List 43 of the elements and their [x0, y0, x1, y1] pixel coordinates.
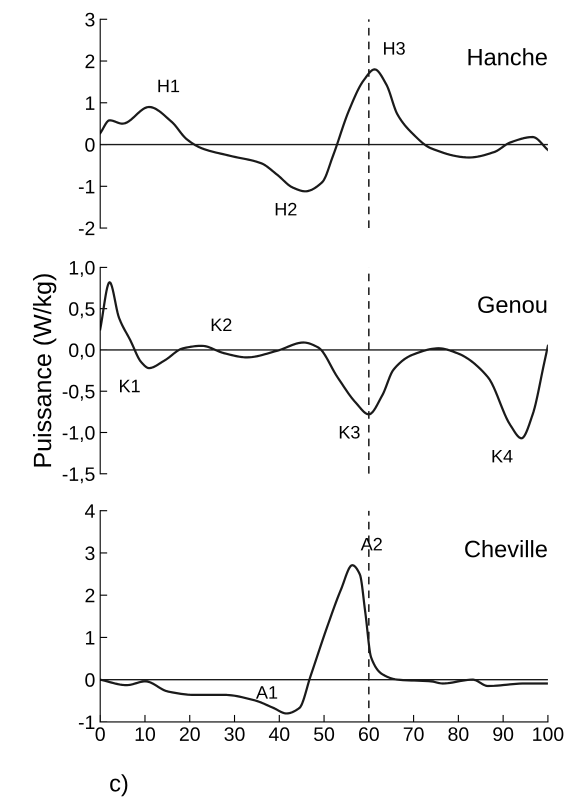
y-tick-label: 3 — [85, 12, 94, 27]
x-tick-label: 10 — [136, 727, 156, 742]
y-axis-title: Puissance (W/kg) — [32, 274, 56, 466]
y-tick-label: -0,5 — [62, 384, 95, 401]
y-tick-label: 1 — [86, 96, 94, 110]
y-tick-label: 0 — [85, 138, 95, 152]
text: c) — [110, 774, 128, 796]
x-tick-label: 40 — [268, 727, 290, 742]
y-tick-label: 3 — [85, 546, 94, 560]
text: Hanche — [468, 48, 547, 66]
text: Genou — [478, 296, 546, 314]
y-tick-label: 0,5 — [69, 302, 95, 318]
y-tick-label: -1,0 — [62, 426, 95, 442]
y-tick-label: -1,5 — [62, 467, 95, 484]
annotation: A1 — [256, 686, 278, 699]
annotation: K2 — [212, 318, 232, 332]
y-tick-label: -1 — [78, 180, 94, 194]
x-tick-label: 20 — [180, 727, 200, 742]
annotation: H2 — [276, 202, 296, 216]
y-tick-label: -2 — [78, 222, 94, 236]
annotation: A2 — [360, 538, 382, 550]
x-tick-label: 60 — [359, 727, 379, 742]
y-tick-label: 1,0 — [70, 260, 95, 277]
y-tick-label: -1 — [78, 716, 94, 729]
y-tick-label: 2 — [86, 54, 94, 68]
y-tick-label: 1 — [86, 631, 94, 644]
y-tick-label: 2 — [86, 588, 94, 602]
annotation: H1 — [158, 80, 180, 92]
annotation: K1 — [120, 380, 140, 392]
x-tick-label: 30 — [224, 727, 245, 742]
x-tick-label: 70 — [404, 727, 424, 742]
x-tick-label: 80 — [448, 727, 468, 742]
y-tick-label: 0,0 — [69, 343, 95, 360]
annotation: K4 — [492, 450, 513, 462]
y-tick-label: 4 — [84, 504, 95, 518]
annotation: H3 — [384, 42, 405, 55]
annotation: K3 — [340, 426, 360, 439]
x-tick-label: 0 — [96, 727, 105, 742]
x-tick-label: 50 — [314, 727, 334, 742]
x-tick-label: 90 — [493, 727, 514, 742]
text: Cheville — [465, 540, 547, 558]
x-tick-label: 100 — [533, 727, 564, 742]
y-tick-label: 0 — [85, 673, 95, 687]
